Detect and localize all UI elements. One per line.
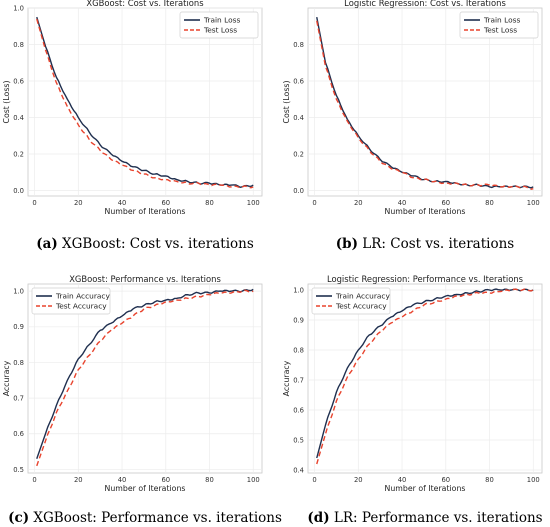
- chart-title: XGBoost: Performance vs. Iterations: [69, 274, 221, 284]
- chart-title: Logistic Regression: Performance vs. Ite…: [327, 274, 523, 284]
- series-line-train: [36, 288, 254, 459]
- y-tick-label: 0.2: [13, 150, 24, 158]
- y-tick-label: 0.6: [13, 77, 24, 85]
- y-tick-label: 1.0: [13, 4, 24, 12]
- x-tick-label: 100: [527, 199, 540, 207]
- x-tick-label: 100: [527, 476, 540, 484]
- y-tick-label: 1.0: [13, 288, 24, 296]
- x-tick-label: 20: [354, 199, 363, 207]
- legend-label: Train Loss: [203, 16, 240, 25]
- x-tick-label: 0: [32, 199, 36, 207]
- x-tick-label: 0: [312, 199, 316, 207]
- panel-c: 0 20 40 60 80 100 0.5 0.6 0.7 0.8 0.9 1.0 XGBoost: P…: [2, 274, 282, 526]
- y-axis-label: Accuracy: [2, 360, 11, 396]
- series-line-train: [316, 288, 534, 459]
- y-tick-label: 0.4: [293, 114, 304, 122]
- subfigure-caption: (d) LR: Performance vs. iterations: [307, 510, 542, 526]
- legend-box: [31, 287, 111, 315]
- subfigure-caption: (c) XGBoost: Performance vs. iterations: [8, 510, 282, 526]
- legend-box: [459, 11, 539, 39]
- y-tick-label: 0.5: [293, 436, 304, 444]
- y-tick-label: 0.0: [13, 187, 24, 195]
- chart-title: XGBoost: Cost vs. Iterations: [86, 0, 203, 8]
- y-axis-label: Cost (Loss): [282, 81, 291, 124]
- x-tick-label: 60: [441, 476, 450, 484]
- chart-title: Logistic Regression: Cost vs. Iterations: [344, 0, 506, 8]
- y-tick-label: 0.2: [293, 150, 304, 158]
- plot-area: [307, 7, 543, 197]
- legend-box: [179, 11, 259, 39]
- series-line-test: [36, 18, 254, 189]
- legend-label: Test Accuracy: [55, 302, 107, 311]
- x-tick-label: 40: [398, 199, 407, 207]
- subfigure-caption: (a) XGBoost: Cost vs. iterations: [36, 236, 254, 252]
- x-axis-label: Number of Iterations: [385, 207, 466, 216]
- x-tick-label: 20: [354, 476, 363, 484]
- y-tick-label: 1.0: [293, 286, 304, 294]
- y-tick-label: 0.9: [13, 323, 24, 331]
- panel-a: 0 20 40 60 80 100 0.0 0.2 0.4 0.6 0.8 1.0 XGBoost: C…: [2, 0, 263, 252]
- y-tick-label: 0.5: [13, 466, 24, 474]
- series-line-test: [316, 20, 534, 190]
- y-tick-label: 0.8: [13, 359, 24, 367]
- y-tick-label: 0.6: [293, 77, 304, 85]
- x-tick-label: 40: [118, 476, 127, 484]
- series-line-train: [36, 16, 254, 188]
- y-tick-label: 0.0: [293, 187, 304, 195]
- y-axis-label: Accuracy: [282, 360, 291, 396]
- x-tick-label: 100: [247, 199, 260, 207]
- series-line-test: [36, 289, 254, 467]
- legend-label: Train Loss: [483, 16, 520, 25]
- legend-box: [311, 287, 391, 315]
- y-tick-label: 0.4: [13, 114, 24, 122]
- y-tick-label: 0.9: [293, 316, 304, 324]
- x-tick-label: 100: [247, 476, 260, 484]
- y-tick-label: 0.8: [293, 346, 304, 354]
- legend-label: Test Loss: [483, 26, 517, 35]
- series-line-test: [316, 288, 534, 465]
- panel-b: 0 20 40 60 80 100 0.0 0.2 0.4 0.6 0.8 Logistic Regr…: [282, 0, 543, 252]
- legend-label: Train Accuracy: [335, 292, 390, 301]
- x-tick-label: 0: [312, 476, 316, 484]
- x-tick-label: 40: [118, 199, 127, 207]
- x-tick-label: 80: [205, 199, 214, 207]
- x-tick-label: 40: [398, 476, 407, 484]
- x-tick-label: 80: [485, 476, 494, 484]
- plot-area: [27, 7, 263, 197]
- x-tick-label: 20: [74, 476, 83, 484]
- x-tick-label: 60: [161, 199, 170, 207]
- legend-label: Test Loss: [203, 26, 237, 35]
- x-tick-label: 20: [74, 199, 83, 207]
- y-tick-label: 0.8: [293, 41, 304, 49]
- x-tick-label: 80: [205, 476, 214, 484]
- subfigure-caption: (b) LR: Cost vs. iterations: [336, 236, 515, 252]
- x-axis-label: Number of Iterations: [385, 484, 466, 493]
- x-tick-label: 80: [485, 199, 494, 207]
- y-axis-label: Cost (Loss): [2, 81, 11, 124]
- x-tick-label: 60: [161, 476, 170, 484]
- panel-d: 0 20 40 60 80 100 0.4 0.5 0.6 0.7 0.8 0.9 1.0 Logisti…: [282, 274, 543, 526]
- x-tick-label: 60: [441, 199, 450, 207]
- legend-label: Test Accuracy: [335, 302, 387, 311]
- y-tick-label: 0.4: [293, 466, 304, 474]
- x-axis-label: Number of Iterations: [105, 484, 186, 493]
- y-tick-label: 0.7: [293, 376, 304, 384]
- legend-label: Train Accuracy: [55, 292, 110, 301]
- x-axis-label: Number of Iterations: [105, 207, 186, 216]
- y-tick-label: 0.8: [13, 41, 24, 49]
- y-tick-label: 0.6: [13, 430, 24, 438]
- plot-area: [27, 283, 263, 474]
- x-tick-label: 0: [32, 476, 36, 484]
- y-tick-label: 0.6: [293, 406, 304, 414]
- y-tick-label: 0.7: [13, 395, 24, 403]
